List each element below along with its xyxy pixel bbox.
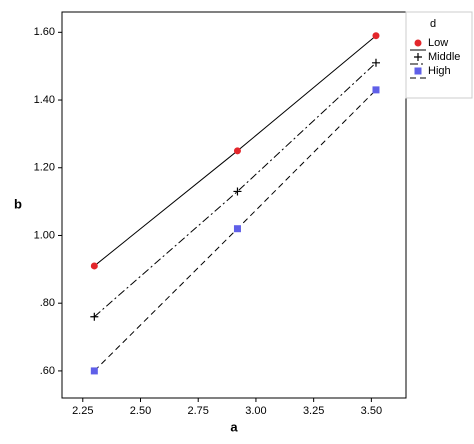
marker	[371, 58, 380, 67]
y-tick-label: 1.60	[34, 26, 55, 38]
marker	[233, 187, 242, 196]
y-tick-label: .80	[40, 297, 55, 309]
plot-frame	[61, 11, 407, 399]
x-axis-title: a	[230, 419, 238, 434]
marker	[414, 53, 422, 61]
marker	[372, 32, 380, 40]
legend-label: Middle	[428, 51, 460, 63]
y-axis-title: b	[14, 196, 22, 211]
y-tick-label: 1.20	[34, 162, 55, 174]
y-tick-label: 1.00	[34, 229, 55, 241]
marker	[233, 147, 241, 155]
legend-label: High	[428, 65, 451, 77]
x-tick-label: 3.50	[361, 405, 382, 417]
x-tick-label: 2.50	[130, 405, 151, 417]
series-line	[93, 62, 377, 318]
y-tick-label: 1.40	[34, 94, 55, 106]
marker	[372, 86, 380, 94]
marker	[414, 39, 422, 47]
marker	[233, 225, 241, 233]
marker	[90, 262, 98, 270]
x-tick-label: 3.00	[245, 405, 266, 417]
y-tick-label: .60	[40, 365, 55, 377]
marker	[414, 67, 422, 75]
marker	[90, 367, 98, 375]
legend-title: d	[430, 18, 436, 30]
x-tick-label: 2.25	[72, 405, 93, 417]
x-tick-label: 2.75	[188, 405, 209, 417]
legend-label: Low	[428, 37, 448, 49]
legend-box	[405, 11, 473, 99]
x-tick-label: 3.25	[303, 405, 324, 417]
marker	[90, 312, 99, 321]
